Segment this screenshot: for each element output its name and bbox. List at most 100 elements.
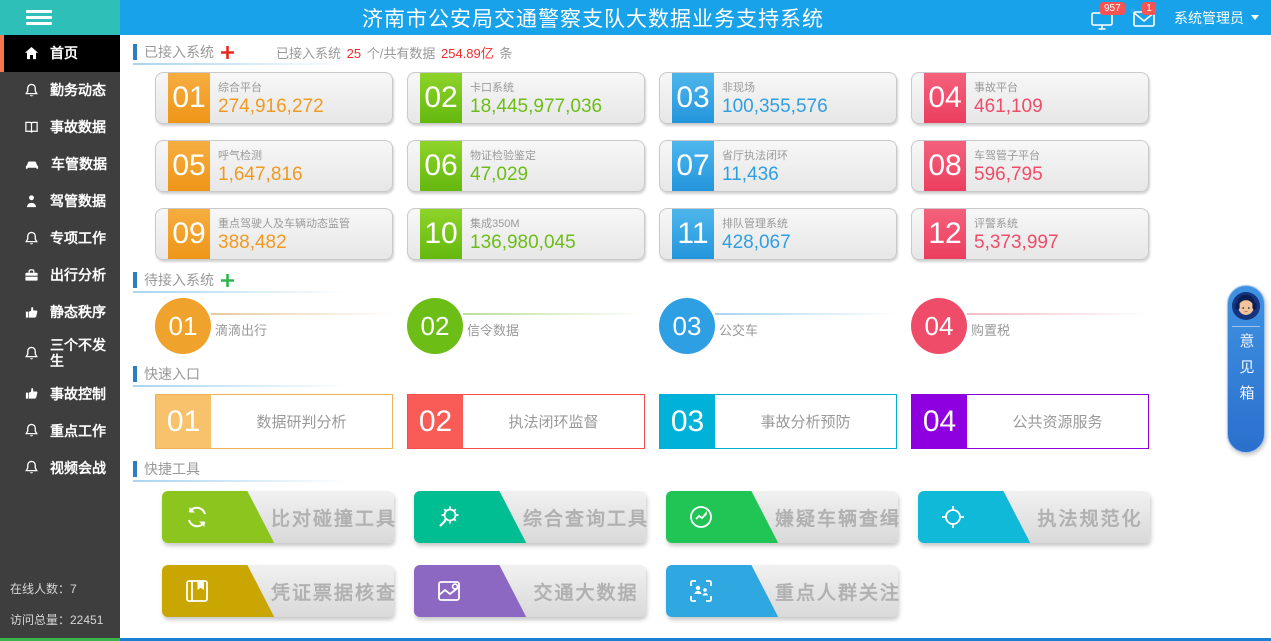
feedback-box-button[interactable]: 意见箱 [1227, 285, 1265, 453]
system-card-value: 596,795 [974, 163, 1043, 185]
people-focus-icon [690, 580, 712, 602]
user-menu[interactable]: 系统管理员 [1174, 8, 1259, 28]
bell-icon [25, 423, 38, 437]
pending-system[interactable]: 02 信令数据 [407, 298, 645, 356]
sidebar-item-travel-analysis[interactable]: 出行分析 [0, 257, 120, 294]
tool-label: 交通大数据 [533, 582, 639, 604]
sidebar-item-label: 车管数据 [51, 156, 107, 173]
tool-voucher-check[interactable]: 凭证票据核查 [162, 565, 395, 617]
system-card[interactable]: 10 集成350M 136,980,045 [407, 208, 645, 260]
pending-label: 公交车 [719, 323, 759, 338]
pending-system[interactable]: 03 公交车 [659, 298, 897, 356]
sidebar-item-vehicle-data[interactable]: 车管数据 [0, 146, 120, 183]
briefcase-icon [25, 269, 38, 281]
system-card[interactable]: 04 事故平台 461,109 [911, 72, 1149, 124]
sidebar-corner [0, 0, 120, 35]
alerts-button[interactable]: 957 [1090, 1, 1125, 30]
add-pending-system-icon[interactable] [221, 273, 234, 287]
system-card-value: 274,916,272 [218, 95, 324, 117]
tool-key-people-focus[interactable]: 重点人群关注 [666, 565, 899, 617]
sidebar-item-driver-data[interactable]: 驾管数据 [0, 183, 120, 220]
quick-entries-row: 01 数据研判分析 02 执法闭环监督 03 事故分析预防 04 公共资源服务 [155, 394, 1271, 449]
section-title: 已接入系统 [144, 44, 214, 60]
map-data-icon [438, 581, 460, 601]
system-card[interactable]: 08 车驾管子平台 596,795 [911, 140, 1149, 192]
add-system-icon[interactable] [221, 45, 234, 59]
tool-law-standardization[interactable]: 执法规范化 [918, 491, 1150, 543]
summary-total: 254.89亿 [440, 45, 494, 61]
pending-system[interactable]: 01 滴滴出行 [155, 298, 393, 356]
tool-comprehensive-query[interactable]: 综合查询工具 [414, 491, 647, 543]
pending-systems-row: 01 滴滴出行 02 信令数据 03 公交车 04 购置税 [155, 298, 1271, 356]
tool-traffic-bigdata[interactable]: 交通大数据 [414, 565, 646, 617]
section-underline [133, 63, 351, 65]
system-card-label: 评警系统 [974, 217, 1018, 230]
section-header-pending: 待接入系统 [133, 270, 1271, 293]
system-card[interactable]: 03 非现场 100,355,576 [659, 72, 897, 124]
sidebar-item-accident-data[interactable]: 事故数据 [0, 109, 120, 146]
messages-badge: 1 [1142, 1, 1156, 15]
messages-button[interactable]: 1 [1132, 1, 1156, 30]
system-card-value: 18,445,977,036 [470, 95, 603, 117]
system-card-label: 非现场 [722, 81, 755, 94]
sidebar-stats: 在线人数：7 访问总量：22451 [10, 566, 103, 628]
car-icon [25, 161, 39, 169]
summary-text: 已接入系统 [276, 45, 342, 61]
sidebar-item-duty-status[interactable]: 勤务动态 [0, 72, 120, 109]
sidebar-item-accident-control[interactable]: 事故控制 [0, 375, 120, 412]
tool-shape [414, 491, 527, 543]
sidebar-item-static-order[interactable]: 静态秩序 [0, 294, 120, 331]
system-card[interactable]: 07 省厅执法闭环 11,436 [659, 140, 897, 192]
system-card-value: 428,067 [722, 231, 791, 253]
quick-entry-number: 01 [156, 395, 211, 448]
home-icon [24, 46, 39, 60]
tool-compare-collide[interactable]: 比对碰撞工具 [162, 491, 395, 543]
pending-line [715, 313, 897, 315]
bell-icon [25, 346, 38, 359]
sidebar-item-label: 静态秩序 [50, 304, 106, 321]
tool-shape [666, 565, 779, 617]
tool-shape [918, 491, 1031, 543]
tool-suspect-vehicle[interactable]: 嫌疑车辆查缉 [666, 491, 899, 543]
user-name: 系统管理员 [1174, 9, 1244, 26]
system-card[interactable]: 05 呼气检测 1,647,816 [155, 140, 393, 192]
quick-entry[interactable]: 02 执法闭环监督 [407, 394, 645, 449]
system-card-number: 05 [168, 141, 210, 191]
system-card[interactable]: 06 物证检验鉴定 47,029 [407, 140, 645, 192]
system-card-label: 重点驾驶人及车辆动态监管 [218, 217, 350, 230]
system-card-number: 08 [924, 141, 966, 191]
chevron-down-icon [1251, 15, 1259, 20]
quick-entry-label: 事故分析预防 [760, 414, 851, 431]
system-card[interactable]: 01 综合平台 274,916,272 [155, 72, 393, 124]
sidebar-item-video-campaign[interactable]: 视频会战 [0, 449, 120, 486]
recycle-icon [188, 506, 206, 528]
quick-tools-grid: 比对碰撞工具 综合查询工具 嫌疑车辆查缉 [162, 491, 1271, 617]
sidebar-item-label: 重点工作 [50, 422, 106, 439]
section-underline [133, 480, 351, 482]
pending-label: 购置税 [971, 323, 1011, 338]
system-card-label: 呼气检测 [218, 149, 262, 162]
system-card[interactable]: 12 评警系统 5,373,997 [911, 208, 1149, 260]
thumbs-up-icon [25, 388, 38, 399]
pending-system[interactable]: 04 购置税 [911, 298, 1149, 356]
sidebar-item-three-no-occur[interactable]: 三个不发生 [0, 331, 120, 375]
system-card[interactable]: 11 排队管理系统 428,067 [659, 208, 897, 260]
sidebar-item-key-work[interactable]: 重点工作 [0, 412, 120, 449]
menu-toggle-icon[interactable] [26, 7, 52, 28]
feedback-label: 意见箱 [1237, 333, 1255, 411]
section-underline [133, 385, 351, 387]
bell-icon [25, 231, 38, 245]
sidebar-item-special-work[interactable]: 专项工作 [0, 220, 120, 257]
system-card-number: 04 [924, 73, 966, 123]
quick-entry[interactable]: 01 数据研判分析 [155, 394, 393, 449]
sidebar-item-home[interactable]: 首页 [0, 35, 120, 72]
quick-entry-number: 02 [408, 395, 463, 448]
sidebar-item-label: 首页 [50, 45, 78, 62]
system-card-value: 47,029 [470, 163, 529, 185]
feedback-divider [1232, 326, 1260, 327]
quick-entry[interactable]: 04 公共资源服务 [911, 394, 1149, 449]
quick-entry[interactable]: 03 事故分析预防 [659, 394, 897, 449]
section-title: 待接入系统 [144, 272, 214, 288]
system-card[interactable]: 09 重点驾驶人及车辆动态监管 388,482 [155, 208, 393, 260]
system-card[interactable]: 02 卡口系统 18,445,977,036 [407, 72, 645, 124]
